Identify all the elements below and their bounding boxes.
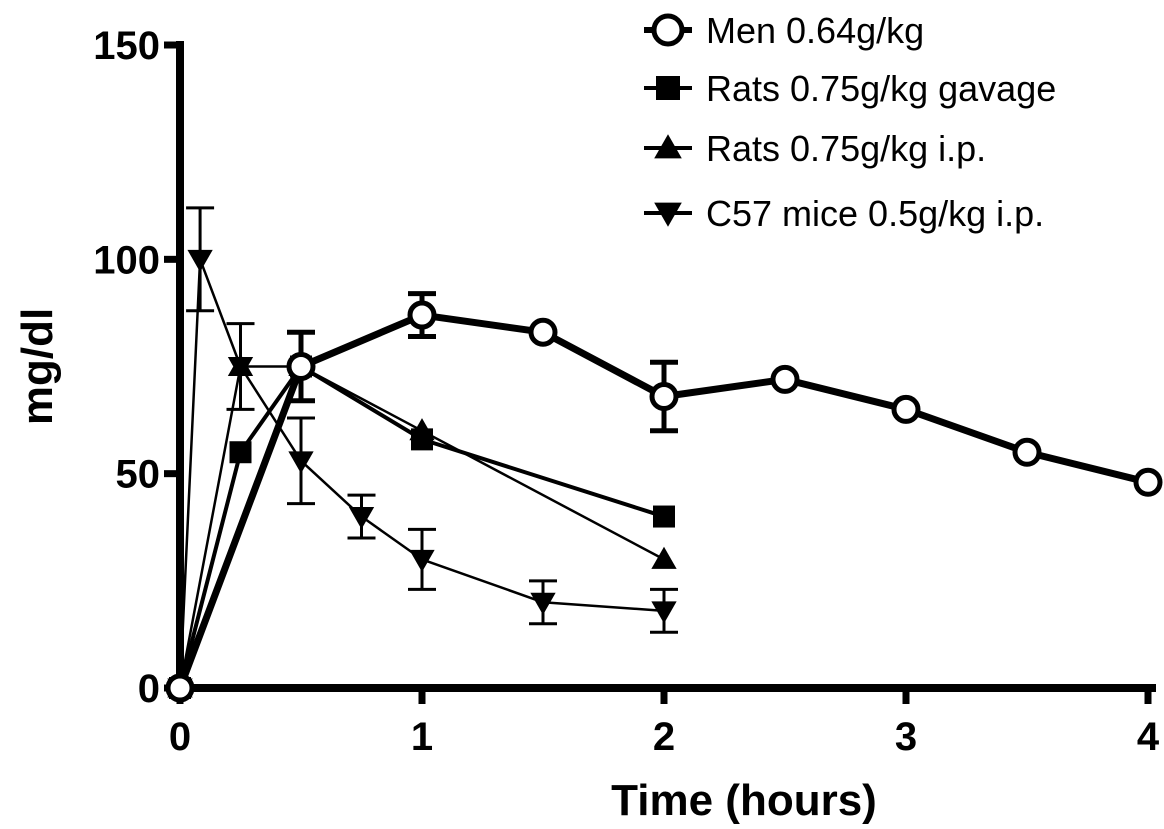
legend-item: Rats 0.75g/kg i.p. [644, 128, 986, 169]
x-tick-label: 0 [169, 715, 191, 759]
x-tick-label: 3 [895, 715, 917, 759]
legend-marker [654, 202, 682, 227]
x-tick-label: 4 [1137, 715, 1160, 759]
data-point [528, 317, 558, 347]
legend-label: Rats 0.75g/kg gavage [706, 68, 1056, 109]
data-point [348, 507, 375, 530]
y-axis-title: mg/dl [13, 308, 62, 425]
data-point [288, 451, 314, 474]
data-point [407, 300, 437, 330]
series-line [178, 258, 665, 689]
data-point [1012, 437, 1042, 467]
y-tick-label: 150 [93, 24, 160, 68]
series-line [178, 364, 665, 689]
legend-marker [651, 13, 685, 47]
y-tick-label: 50 [116, 453, 161, 497]
series-0 [165, 291, 1163, 703]
data-point [651, 601, 677, 624]
data-point [1133, 467, 1163, 497]
data-point [187, 249, 213, 272]
data-point [229, 441, 252, 464]
data-point [530, 592, 556, 615]
data-point [286, 352, 316, 381]
legend-item: Rats 0.75g/kg gavage [644, 68, 1056, 109]
data-point [411, 428, 433, 451]
legend-marker [654, 134, 682, 159]
legend-marker [656, 76, 680, 100]
legend: Men 0.64g/kg Rats 0.75g/kg gavage Rats 0.7… [644, 10, 1056, 234]
x-tick-label: 2 [653, 715, 675, 759]
data-point [653, 505, 675, 528]
legend-item: Men 0.64g/kg [644, 10, 924, 51]
x-axis-title: Time (hours) [611, 776, 877, 825]
data-point [891, 394, 921, 424]
data-point [165, 673, 195, 703]
data-point [409, 549, 435, 573]
data-point [649, 382, 679, 412]
series-3 [167, 206, 678, 701]
legend-label: C57 mice 0.5g/kg i.p. [706, 193, 1044, 234]
plot-area [165, 206, 1163, 703]
y-tick-label: 100 [93, 238, 160, 282]
y-tick-label: 0 [138, 667, 160, 711]
series-line [178, 365, 665, 689]
series-1 [169, 355, 675, 699]
legend-label: Rats 0.75g/kg i.p. [706, 128, 986, 169]
x-tick-label: 1 [411, 715, 433, 759]
legend-item: C57 mice 0.5g/kg i.p. [644, 193, 1044, 234]
data-point [227, 353, 254, 376]
data-point [651, 546, 677, 569]
axes: 0 1 2 3 4 0 50 100 150 [93, 24, 1160, 759]
data-point [770, 364, 800, 394]
legend-label: Men 0.64g/kg [706, 10, 924, 51]
